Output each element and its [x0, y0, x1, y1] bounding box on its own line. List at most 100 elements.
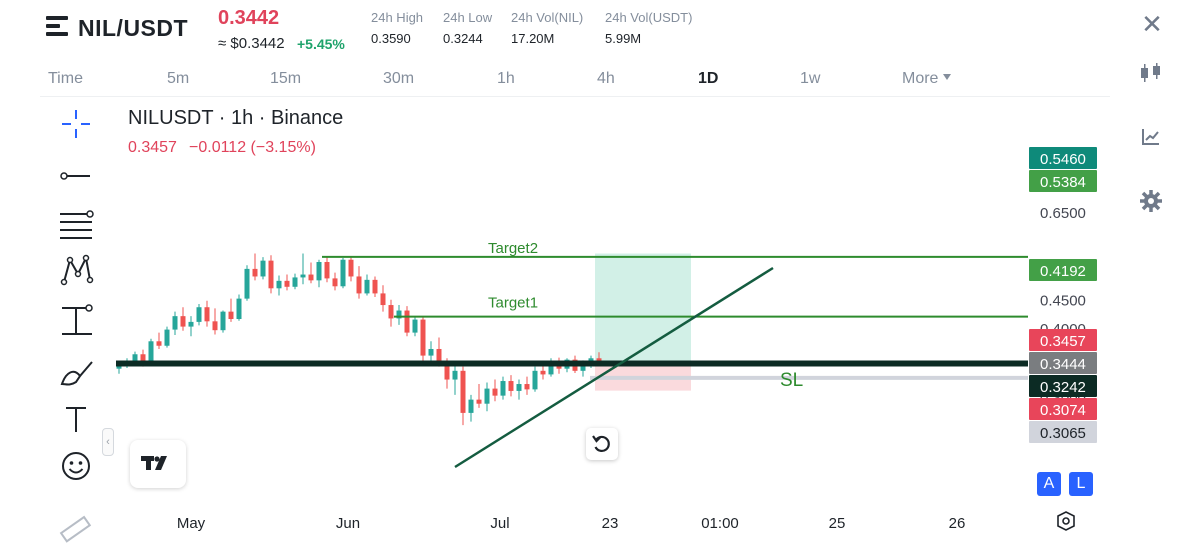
tab-5m[interactable]: 5m	[167, 70, 190, 87]
candle-body	[116, 364, 122, 369]
candle-body	[540, 370, 546, 375]
caret-down-icon	[943, 74, 952, 80]
price-tag-label: 0.3444	[1040, 356, 1086, 373]
brush-icon[interactable]	[56, 354, 96, 394]
candlestick-icon[interactable]	[1138, 60, 1164, 86]
candle-body	[276, 280, 282, 289]
candle-body	[180, 316, 186, 327]
stat-24h-vol-quote: 24h Vol(USDT) 5.99M	[605, 10, 692, 46]
price-tag	[1029, 421, 1097, 443]
sl-label: SL	[780, 370, 803, 391]
stat-label: 24h Vol(NIL)	[511, 10, 584, 25]
candle-body	[428, 348, 434, 356]
candle-body	[308, 274, 314, 281]
candle-body	[268, 260, 274, 289]
tab-1w[interactable]: 1w	[800, 70, 821, 87]
measure-icon[interactable]	[56, 302, 96, 342]
candle-body	[444, 361, 450, 380]
price-tag	[1029, 259, 1097, 281]
candle-body	[316, 261, 322, 281]
candle-body	[204, 307, 210, 322]
candle-body	[436, 348, 442, 362]
close-icon[interactable]: ✕	[1141, 9, 1163, 39]
price-tag-label: 0.5460	[1040, 151, 1086, 168]
stat-value: 0.3244	[443, 31, 483, 46]
price-tag	[1029, 170, 1097, 192]
candle-body	[372, 279, 378, 294]
tradingview-logo-icon[interactable]	[130, 440, 186, 488]
candle-body	[548, 361, 554, 375]
candle-body	[508, 381, 514, 391]
menu-icon[interactable]	[46, 16, 70, 36]
price-axis-label: 0.4500	[1040, 293, 1086, 310]
time-axis-label: 26	[949, 515, 966, 532]
candle-body	[412, 319, 418, 333]
candle-body	[172, 316, 178, 330]
candle-body	[380, 293, 386, 306]
crosshair-icon[interactable]	[56, 104, 96, 144]
stat-label: 24h Vol(USDT)	[605, 10, 693, 25]
candle-body	[212, 321, 218, 331]
reward-zone	[595, 253, 691, 363]
candle-body	[188, 321, 194, 327]
tab-4h[interactable]: 4h	[597, 70, 615, 87]
pair-title: NIL/USDT	[78, 15, 189, 41]
stat-value: 5.99M	[605, 31, 642, 46]
price-chart[interactable]: Target2 Target1 SL NILUSDT · 1h · Binance 0.…	[0, 98, 1110, 554]
trend-line-icon[interactable]	[56, 156, 96, 196]
hexagon-settings-icon	[1057, 511, 1075, 531]
tab-15m[interactable]: 15m	[270, 70, 302, 87]
candle-body	[132, 354, 138, 362]
collapse-toolbar-button[interactable]: ‹	[102, 428, 114, 456]
price-tag	[1029, 329, 1097, 351]
pattern-icon[interactable]	[56, 250, 96, 290]
candle-body	[532, 370, 538, 390]
chart-title: NILUSDT · 1h · Binance	[128, 107, 343, 129]
candle-body	[484, 388, 490, 404]
tab-30m[interactable]: 30m	[383, 70, 415, 87]
candle-body	[284, 280, 290, 287]
candle-body	[460, 370, 466, 413]
candle-body	[324, 261, 330, 279]
time-axis-label: 25	[829, 515, 846, 532]
candle-body	[516, 384, 522, 391]
candle-body	[364, 279, 370, 294]
candle-body	[164, 329, 170, 346]
stat-label: 24h High	[371, 10, 424, 25]
tab-1d[interactable]: 1D	[698, 70, 719, 87]
auto-scale-button[interactable]: A	[1037, 472, 1061, 496]
candle-body	[404, 310, 410, 333]
last-price: 0.3442	[218, 7, 280, 29]
candle-body	[388, 305, 394, 319]
candle-body	[348, 259, 354, 277]
price-tag-label: 0.3242	[1040, 379, 1086, 396]
reset-chart-icon[interactable]	[586, 428, 618, 460]
tab-time[interactable]: Time	[48, 70, 83, 87]
price-tag	[1029, 398, 1097, 420]
usd-price: ≈ $0.3442	[218, 35, 285, 52]
candle-body	[452, 370, 458, 380]
candle-body	[228, 311, 234, 320]
candle-body	[220, 311, 226, 331]
log-scale-button[interactable]: L	[1069, 472, 1093, 496]
candle-body	[140, 354, 146, 364]
more-label: More	[902, 70, 939, 87]
candle-body	[356, 276, 362, 294]
chart-trend-icon[interactable]	[1138, 124, 1164, 150]
target1-label: Target1	[488, 295, 538, 312]
tab-1h[interactable]: 1h	[497, 70, 515, 87]
price-tag	[1029, 147, 1097, 169]
time-axis-label: 01:00	[701, 515, 739, 532]
candle-body	[476, 399, 482, 404]
fib-lines-icon[interactable]	[56, 206, 96, 246]
candle-body	[420, 319, 426, 356]
gear-icon[interactable]	[1138, 188, 1164, 214]
candle-body	[300, 274, 306, 278]
tab-more[interactable]: More	[902, 70, 952, 88]
ruler-icon[interactable]	[56, 510, 96, 550]
hexagon-center	[1062, 517, 1070, 525]
emoji-icon[interactable]	[56, 446, 96, 486]
legend-change: −0.0112 (−3.15%)	[189, 139, 316, 156]
text-tool-icon[interactable]	[56, 400, 96, 440]
